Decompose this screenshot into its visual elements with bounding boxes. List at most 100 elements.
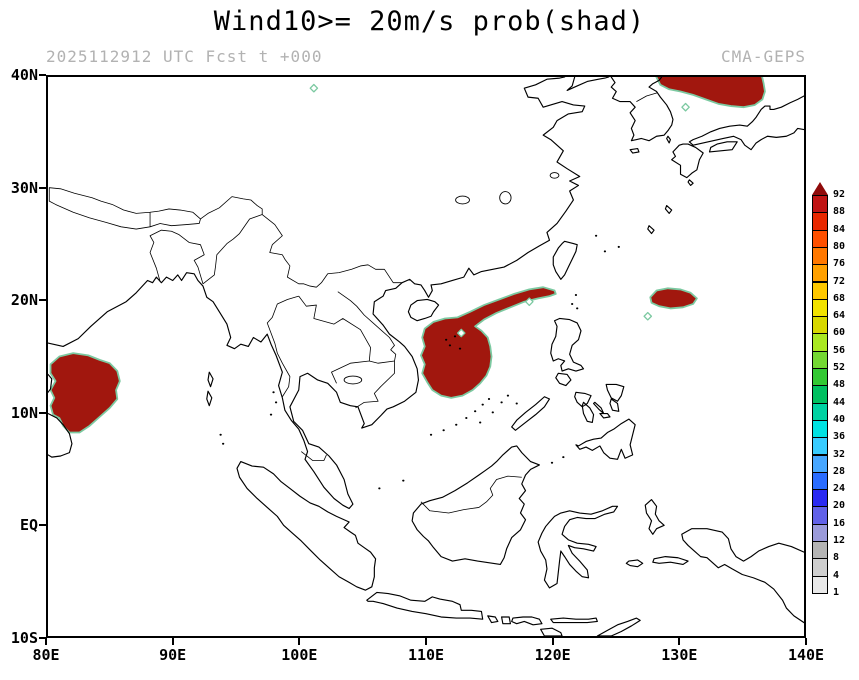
colorbar-label: 1 <box>833 586 840 598</box>
colorbar-cell <box>812 350 828 369</box>
small-island-dot <box>458 347 462 350</box>
colorbar-label: 72 <box>833 275 846 287</box>
colorbar-label: 8 <box>833 552 840 564</box>
colorbar-label: 20 <box>833 500 846 512</box>
grid-point-diamond <box>458 329 465 336</box>
lake-tonle-sap <box>344 376 362 384</box>
lat-tick-mark <box>39 186 46 189</box>
colorbar-label: 24 <box>833 483 846 495</box>
colorbar-cell <box>812 506 828 525</box>
small-island-dot <box>272 391 275 394</box>
colorbar-label: 4 <box>833 569 840 581</box>
colorbar-cell <box>812 437 828 456</box>
lon-tick-label: 120E <box>534 646 571 664</box>
small-island-dot <box>481 403 484 406</box>
colorbar-cell <box>812 471 828 491</box>
lon-tick-mark <box>551 638 554 645</box>
small-island-dot <box>574 294 578 297</box>
colorbar-label: 16 <box>833 517 846 529</box>
lon-tick-mark <box>45 638 47 645</box>
small-island-dot <box>402 479 405 482</box>
small-island-dot <box>515 402 518 405</box>
colorbar-cell <box>812 419 828 439</box>
small-island-dot <box>465 416 468 419</box>
lon-tick-label: 130E <box>661 646 698 664</box>
colorbar-cell <box>812 575 828 594</box>
small-island-dot <box>562 456 565 459</box>
colorbar: 1 4 8 12 16 20 24 28 32 36 40 44 48 52 56 60 64 68 72 76 80 8… <box>812 182 858 612</box>
small-island-dot <box>550 461 554 464</box>
lon-tick-label: 110E <box>407 646 445 664</box>
shaded-region-bay-of-bengal <box>51 353 120 432</box>
small-island-dot <box>274 401 278 404</box>
lon-tick-mark <box>171 638 174 645</box>
lat-tick-label: EQ <box>19 516 38 535</box>
model-label: CMA-GEPS <box>720 47 806 66</box>
country-borders-path <box>49 93 658 513</box>
colorbar-triangle <box>812 182 828 195</box>
markers-group <box>219 84 689 490</box>
chart-title: Wind10>= 20m/s prob(shad) <box>213 6 646 37</box>
lake-taihu <box>550 173 559 179</box>
colorbar-label: 44 <box>833 396 846 408</box>
shaded-region-sea-of-japan <box>654 77 765 107</box>
small-island-dot <box>479 421 482 424</box>
lat-tick-mark <box>39 637 46 639</box>
korea-coastline <box>567 77 673 141</box>
map-svg <box>48 77 804 636</box>
lat-tick-mark <box>39 299 46 302</box>
grid-point-diamond <box>644 313 651 320</box>
colorbar-label: 36 <box>833 431 846 443</box>
colorbar-cell <box>812 385 828 404</box>
small-island-dot <box>455 423 458 426</box>
colorbar-label: 76 <box>833 258 846 270</box>
small-island-dot <box>491 411 494 414</box>
colorbar-label: 60 <box>833 327 846 339</box>
small-island-dot <box>429 433 433 436</box>
lat-tick-label: 20N <box>10 291 38 310</box>
small-island-dot <box>378 487 381 490</box>
lon-tick-label: 90E <box>159 646 187 664</box>
grid-point-diamond <box>526 298 533 305</box>
colorbar-label: 68 <box>833 292 846 304</box>
colorbar-cell <box>812 195 828 214</box>
colorbar-cell <box>812 402 828 421</box>
small-island-dot <box>576 307 579 310</box>
colorbar-label: 84 <box>833 223 846 235</box>
lat-tick-label: 40N <box>10 66 38 84</box>
small-island-dot <box>603 250 607 253</box>
colorbar-label: 56 <box>833 344 846 356</box>
small-island-dot <box>487 397 491 400</box>
small-island-dot <box>506 394 510 397</box>
colorbar-label: 88 <box>833 206 846 218</box>
colorbar-cell <box>812 523 828 542</box>
lon-tick-mark <box>805 638 807 645</box>
small-island-dot <box>571 302 574 305</box>
colorbar-cell <box>812 281 828 300</box>
colorbar-cell <box>812 246 828 266</box>
colorbar-cell <box>812 298 828 318</box>
lake-poyang <box>500 192 511 204</box>
mainland-asia-coastline <box>48 77 585 509</box>
colorbar-cell <box>812 333 828 352</box>
lon-tick-label: 140E <box>787 646 825 664</box>
colorbar-cell <box>812 489 828 508</box>
small-island-dot <box>445 338 448 341</box>
small-island-dot <box>448 344 452 347</box>
colorbar-label: 52 <box>833 362 846 373</box>
lake-dongting <box>456 196 470 204</box>
small-island-dot <box>474 410 477 413</box>
colorbar-cell <box>812 454 828 473</box>
small-island-dot <box>500 401 503 404</box>
lat-tick-mark <box>39 74 46 76</box>
small-island-dot <box>222 442 225 445</box>
lon-tick-mark <box>298 638 301 645</box>
grid-point-diamond <box>310 84 317 91</box>
lat-tick-label: 10N <box>10 403 38 422</box>
small-island-dot <box>269 413 273 416</box>
forecast-init-label: 2025112912 UTC Fcst t +000 <box>46 47 323 66</box>
small-island-dot <box>594 234 598 237</box>
lon-tick-label: 100E <box>281 646 318 664</box>
lon-tick-mark <box>425 638 427 645</box>
shaded-region-south-china-sea <box>421 287 556 398</box>
